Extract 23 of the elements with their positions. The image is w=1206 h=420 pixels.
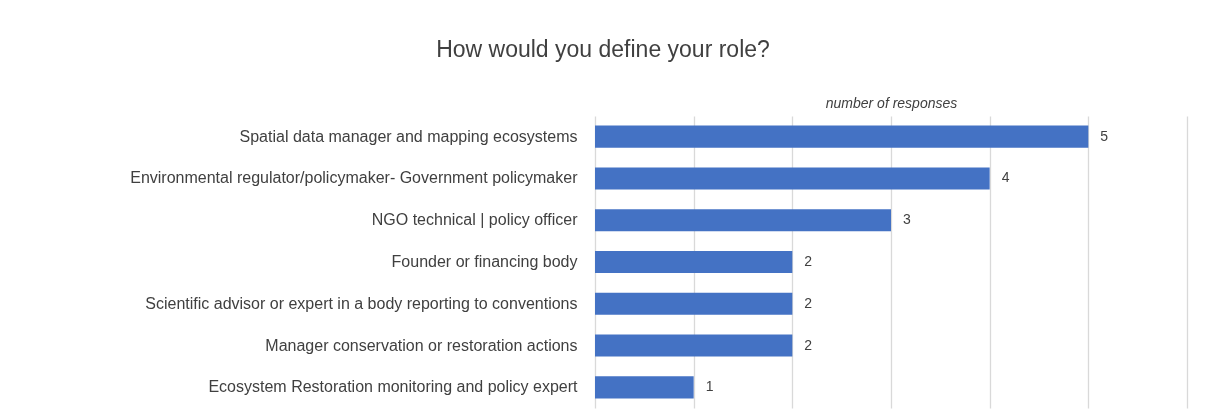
data-label: 5 xyxy=(1100,127,1109,144)
data-label: 2 xyxy=(804,294,813,311)
data-label: 2 xyxy=(804,253,813,269)
bar xyxy=(595,125,1089,148)
bar xyxy=(595,376,694,399)
bar xyxy=(595,334,793,357)
y-tick-label: Founder or financing body xyxy=(391,253,578,270)
data-label: 1 xyxy=(705,378,714,395)
y-tick-label: Manager conservation or restoration actions xyxy=(265,336,578,354)
data-label: 3 xyxy=(903,211,911,228)
data-label: 4 xyxy=(1001,169,1010,186)
y-tick-label: Spatial data manager and mapping ecosystems xyxy=(239,127,578,145)
bar xyxy=(595,209,891,232)
bar xyxy=(595,292,793,315)
y-tick-label: Environmental regulator/policymaker- Government policymaker xyxy=(130,169,579,187)
bar xyxy=(595,167,990,190)
bar xyxy=(595,250,793,274)
y-tick-label: Ecosystem Restoration monitoring and policy expert xyxy=(208,378,579,396)
chart-title: How would you define your role? xyxy=(436,36,770,62)
data-label: 2 xyxy=(804,336,813,353)
y-tick-label: Scientific advisor or expert in a body reporting to conventions xyxy=(145,294,578,312)
x-axis-title: number of responses xyxy=(825,94,958,111)
y-tick-label: NGO technical | policy officer xyxy=(371,211,579,229)
